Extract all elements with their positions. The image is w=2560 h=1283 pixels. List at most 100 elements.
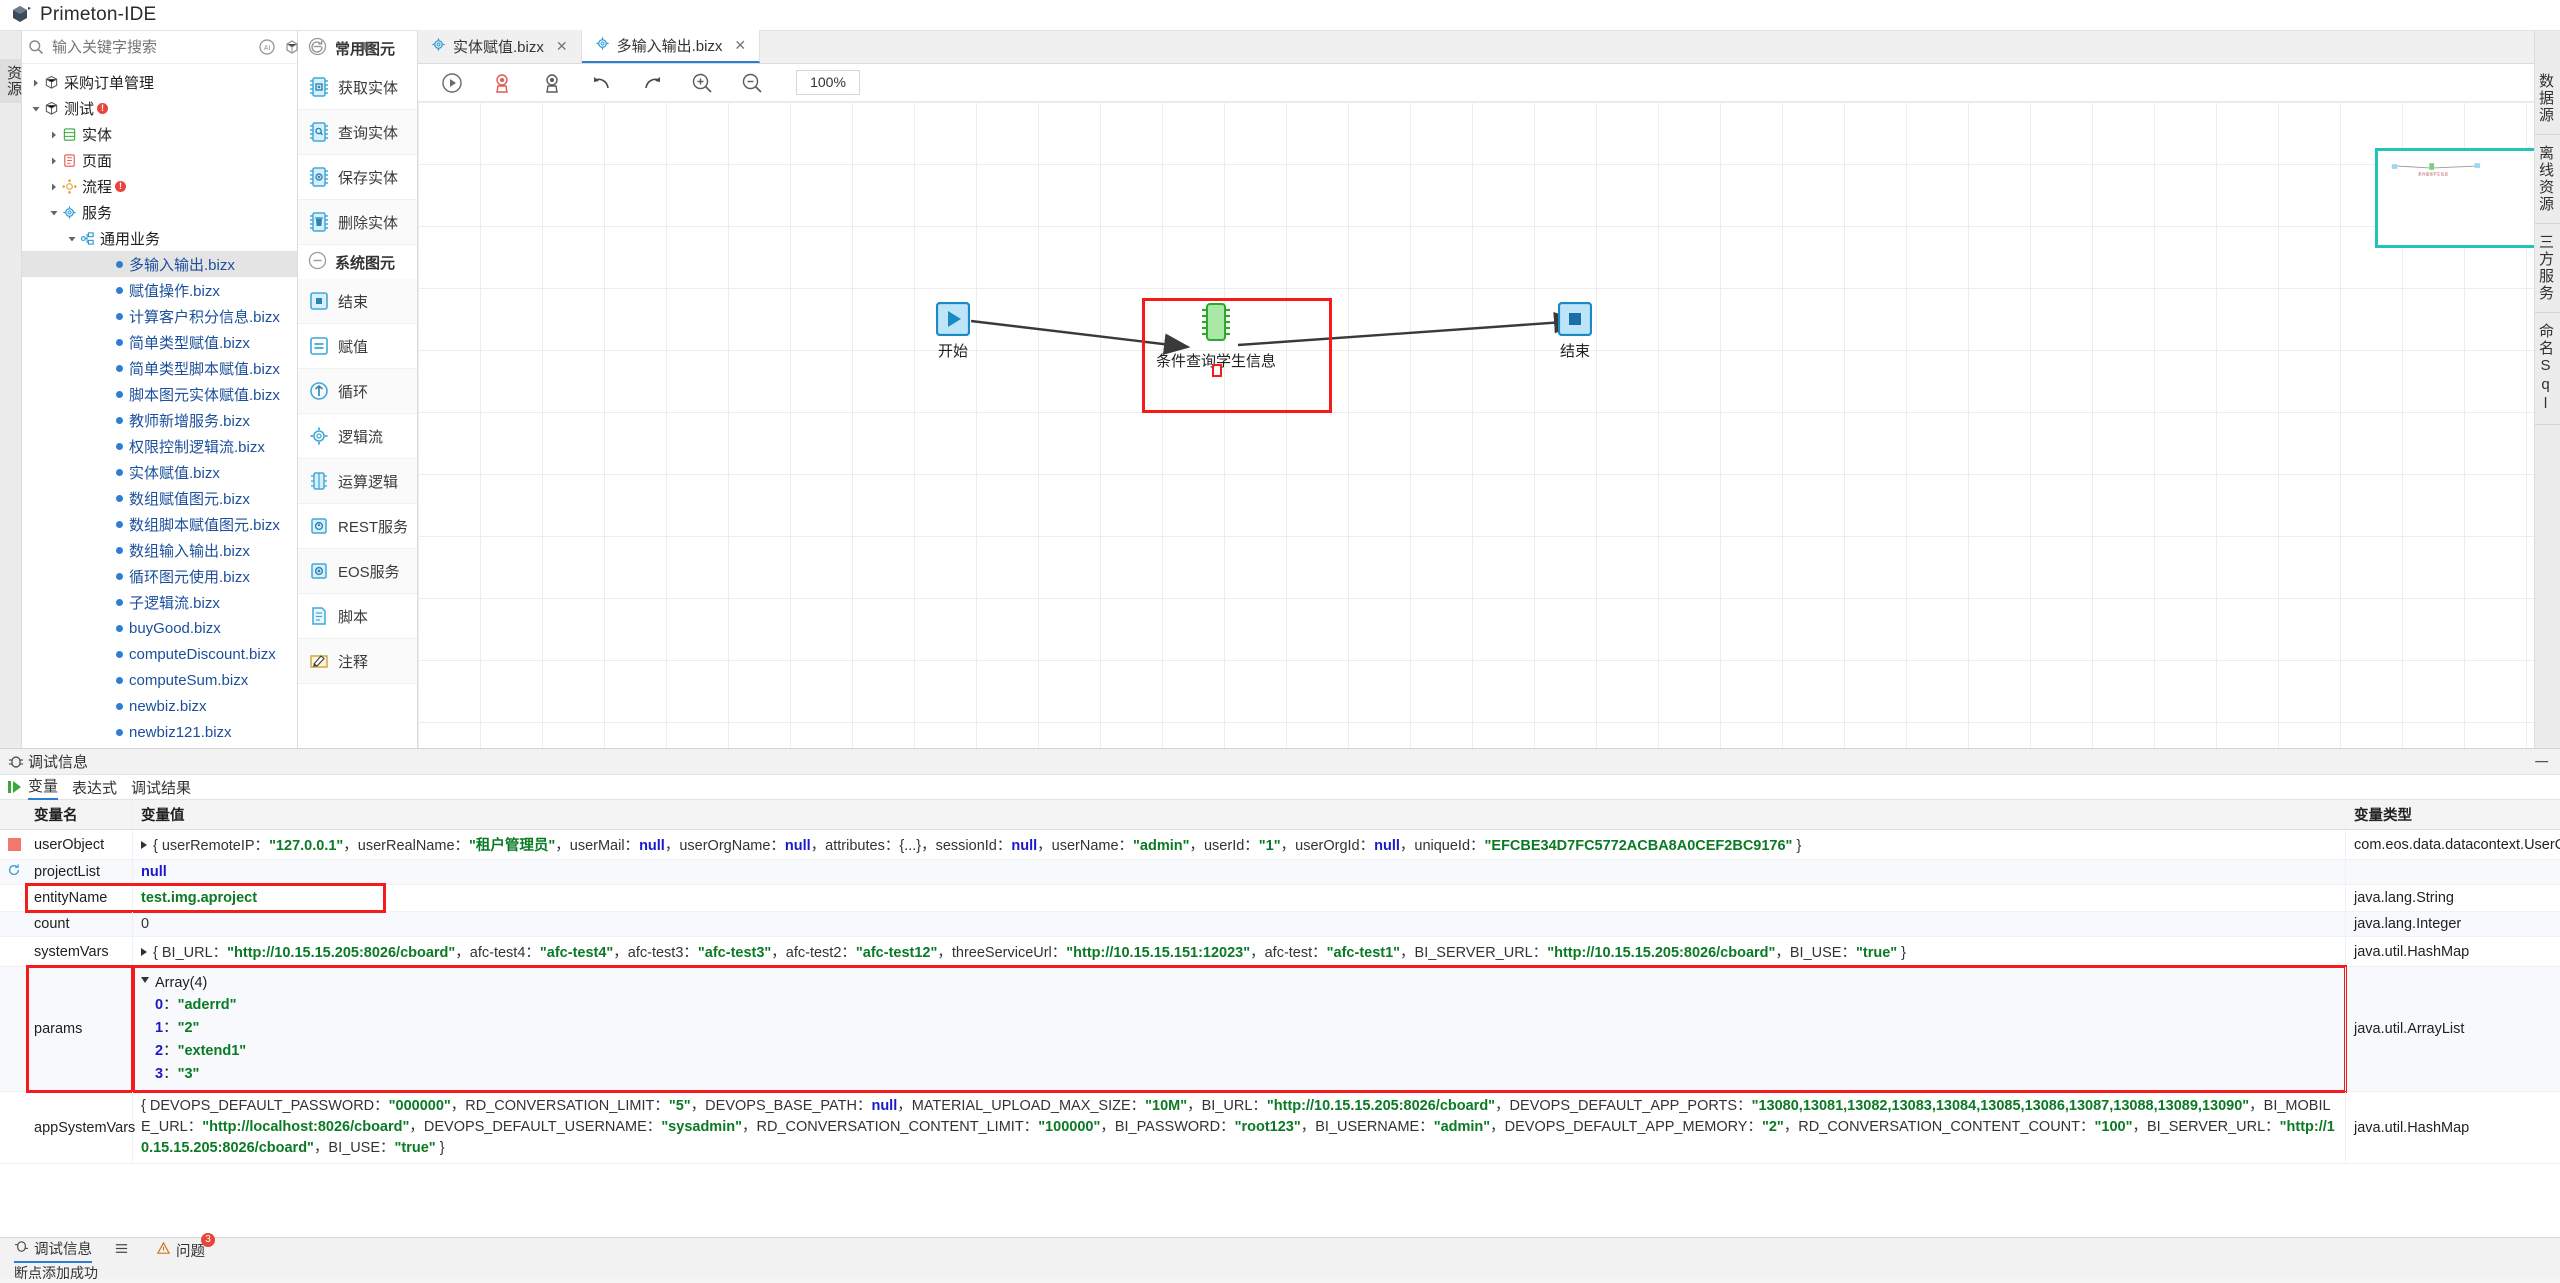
selection-rectangle[interactable]: [1142, 298, 1332, 413]
palette-group-header[interactable]: 系统图元: [298, 245, 417, 279]
diagram-canvas[interactable]: 开始 条件查询学生信息: [418, 102, 2534, 748]
table-row[interactable]: appSystemVars{ DEVOPS_DEFAULT_PASSWORD："…: [0, 1092, 2560, 1165]
palette-item-entity-save[interactable]: 保存实体: [298, 155, 417, 200]
status-tab[interactable]: 问题 3: [156, 1233, 215, 1261]
zoom-in-icon[interactable]: [690, 71, 714, 95]
tree-node[interactable]: 通用业务: [22, 225, 297, 251]
collapse-all-icon[interactable]: [334, 39, 350, 55]
variable-value-cell[interactable]: { userRemoteIP："127.0.0.1"，userRealName：…: [133, 830, 2345, 859]
tree-node[interactable]: 实体赋值.bizx: [22, 459, 297, 485]
tree-node[interactable]: 多输入输出.bizx: [22, 251, 297, 277]
array-header[interactable]: Array(4): [141, 975, 246, 991]
validate-icon[interactable]: [490, 71, 514, 95]
tree-node[interactable]: 服务: [22, 199, 297, 225]
palette-item-end[interactable]: 结束: [298, 279, 417, 324]
table-row[interactable]: params Array(4) 0："aderrd" 1："2" 2："extend1"…: [0, 965, 2560, 1093]
node-start[interactable]: [935, 301, 971, 341]
variable-value-cell[interactable]: { DEVOPS_DEFAULT_PASSWORD："000000"，RD_CO…: [133, 1092, 2345, 1163]
minimize-panel-button[interactable]: ─: [2535, 751, 2548, 771]
redo-icon[interactable]: [640, 71, 664, 95]
debug-tab[interactable]: 变量: [28, 775, 59, 800]
close-icon[interactable]: ✕: [734, 37, 747, 53]
tree-node[interactable]: 循环图元使用.bizx: [22, 563, 297, 589]
search-input[interactable]: [50, 37, 253, 57]
palette-item-eos-service[interactable]: EOS服务: [298, 549, 417, 594]
breakpoint-icon[interactable]: [7, 838, 21, 851]
tree-node[interactable]: 计算客户积分信息.bizx: [22, 303, 297, 329]
variable-value-cell[interactable]: 0: [133, 912, 2345, 936]
variable-value-cell[interactable]: null: [133, 860, 2345, 884]
status-tab[interactable]: [114, 1241, 134, 1260]
chevron-right-icon[interactable]: [30, 76, 42, 88]
right-rail-tab[interactable]: 离线资源: [2535, 135, 2560, 224]
palette-item-entity-get[interactable]: 获取实体: [298, 65, 417, 110]
palette-item-rest-service[interactable]: REST服务: [298, 504, 417, 549]
palette-item-loop[interactable]: 循环: [298, 369, 417, 414]
chevron-down-icon[interactable]: [66, 232, 78, 244]
chevron-down-icon[interactable]: [30, 102, 42, 114]
editor-tab[interactable]: 实体赋值.bizx ✕: [418, 30, 582, 63]
tree-node[interactable]: 数组输入输出.bizx: [22, 537, 297, 563]
collapse-icon[interactable]: [308, 251, 327, 274]
tree-node[interactable]: computeDiscount.bizx: [22, 641, 297, 667]
palette-item-compute-logic[interactable]: 运算逻辑: [298, 459, 417, 504]
palette-item-entity-delete[interactable]: 删除实体: [298, 200, 417, 245]
status-tab[interactable]: 调试信息: [14, 1238, 92, 1263]
resume-debug-icon[interactable]: [6, 778, 24, 796]
deploy-icon[interactable]: [540, 71, 564, 95]
tree-node[interactable]: 数组脚本赋值图元.bizx: [22, 511, 297, 537]
collapse-icon[interactable]: [308, 37, 327, 60]
tree-node[interactable]: buyGood.bizx: [22, 615, 297, 641]
tree-node[interactable]: 权限控制逻辑流.bizx: [22, 433, 297, 459]
refresh-icon[interactable]: [7, 863, 21, 881]
expand-triangle-icon[interactable]: [141, 840, 147, 849]
debug-tab[interactable]: 表达式: [72, 779, 118, 797]
table-row[interactable]: count 0 java.lang.Integer: [0, 912, 2560, 937]
palette-item-annotation[interactable]: 注释: [298, 639, 417, 684]
table-row[interactable]: userObject { userRemoteIP："127.0.0.1"，use…: [0, 830, 2560, 860]
tree-node[interactable]: 简单类型脚本赋值.bizx: [22, 355, 297, 381]
canvas-minimap[interactable]: 条件查询学生信息: [2375, 148, 2534, 248]
breakpoint-marker[interactable]: [1212, 364, 1222, 377]
palette-item-script[interactable]: 脚本: [298, 594, 417, 639]
right-rail-tab[interactable]: 命名Sql: [2535, 313, 2560, 425]
link-editor-icon[interactable]: [359, 39, 375, 55]
chevron-down-icon[interactable]: [48, 206, 60, 218]
package-icon[interactable]: [284, 39, 300, 55]
node-query-student[interactable]: [1198, 302, 1234, 347]
tree-node[interactable]: 页面: [22, 147, 297, 173]
run-debug-icon[interactable]: [440, 71, 464, 95]
tree-node[interactable]: 简单类型赋值.bizx: [22, 329, 297, 355]
close-icon[interactable]: ✕: [555, 38, 568, 54]
right-rail-tab[interactable]: 三方服务: [2535, 224, 2560, 313]
zoom-level[interactable]: 100%: [796, 70, 860, 95]
palette-item-assign[interactable]: 赋值: [298, 324, 417, 369]
tree-node[interactable]: 流程!: [22, 173, 297, 199]
debug-tab[interactable]: 调试结果: [131, 779, 192, 797]
tree-node[interactable]: 测试!: [22, 95, 297, 121]
variable-value-cell[interactable]: Array(4) 0："aderrd" 1："2" 2："extend1" 3："3": [131, 965, 2347, 1093]
expand-triangle-icon[interactable]: [141, 947, 147, 956]
chevron-right-icon[interactable]: [48, 128, 60, 140]
chevron-right-icon[interactable]: [48, 154, 60, 166]
tree-node[interactable]: 采购订单管理: [22, 69, 297, 95]
tree-node[interactable]: newbiz121.bizx: [22, 719, 297, 745]
variable-value-cell[interactable]: test.img.aproject: [133, 886, 383, 910]
zoom-out-icon[interactable]: [740, 71, 764, 95]
tree-node[interactable]: 脚本图元实体赋值.bizx: [22, 381, 297, 407]
tree-node[interactable]: 子逻辑流.bizx: [22, 589, 297, 615]
node-end[interactable]: [1557, 301, 1593, 341]
tree-node[interactable]: computeSum.bizx: [22, 667, 297, 693]
ai-assistant-icon[interactable]: AI: [259, 39, 275, 55]
table-row[interactable]: projectList null: [0, 860, 2560, 885]
variable-value-cell[interactable]: { BI_URL："http://10.15.15.205:8026/cboar…: [133, 937, 2345, 966]
chevron-right-icon[interactable]: [48, 180, 60, 192]
table-row[interactable]: systemVars { BI_URL："http://10.15.15.205:…: [0, 937, 2560, 967]
editor-tab[interactable]: 多输入输出.bizx ✕: [581, 30, 761, 63]
right-rail-tab[interactable]: 数据源: [2535, 63, 2560, 135]
table-row[interactable]: entityName test.img.aproject java.lang.Str…: [0, 883, 2560, 913]
refresh-icon[interactable]: [309, 39, 325, 55]
tree-node[interactable]: 实体: [22, 121, 297, 147]
tree-node[interactable]: newbiz.bizx: [22, 693, 297, 719]
palette-item-entity-query[interactable]: 查询实体: [298, 110, 417, 155]
